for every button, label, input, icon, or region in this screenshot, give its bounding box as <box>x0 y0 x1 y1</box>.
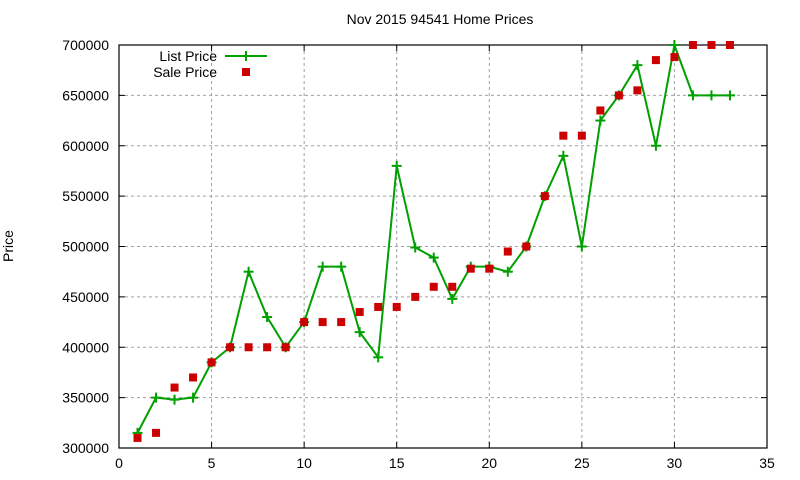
sale-price-marker <box>688 41 697 49</box>
y-tick-label: 600000 <box>62 138 109 154</box>
sale-price-marker <box>411 292 420 301</box>
y-tick-label: 300000 <box>62 440 109 456</box>
plot-frame <box>118 44 768 449</box>
sale-price-marker <box>337 318 346 327</box>
sale-price-marker <box>503 247 512 256</box>
sale-price-marker <box>189 373 198 382</box>
y-tick-label: 700000 <box>62 37 109 53</box>
sale-price-marker <box>725 41 734 49</box>
sale-price-marker <box>207 358 216 367</box>
sale-price-marker <box>559 131 568 140</box>
sale-price-marker <box>466 264 475 273</box>
legend-sale-marker <box>242 68 250 76</box>
sale-price-marker <box>300 318 309 327</box>
list-price-line <box>136 41 730 434</box>
sale-price-marker <box>244 343 253 352</box>
x-tick-label: 15 <box>389 455 405 471</box>
sale-price-marker <box>707 41 716 49</box>
y-tick-label: 500000 <box>62 239 109 255</box>
sale-price-marker <box>170 383 179 392</box>
sale-price-marker <box>355 307 364 316</box>
y-tick-label: 550000 <box>62 188 109 204</box>
sale-price-marker <box>485 264 494 273</box>
x-tick-label: 35 <box>759 455 775 471</box>
sale-price-marker <box>152 428 161 437</box>
y-tick-label: 350000 <box>62 390 109 406</box>
sale-price-marker <box>226 343 235 352</box>
y-tick-label: 650000 <box>62 87 109 103</box>
sale-price-marker <box>318 318 327 327</box>
sale-price-marker <box>392 302 401 311</box>
sale-price-marker <box>577 131 586 140</box>
sale-price-marker <box>596 106 605 115</box>
sale-price-marker <box>540 192 549 201</box>
legend-sale-label: Sale Price <box>153 64 217 80</box>
sale-price-marker <box>429 282 438 291</box>
chart-title: Nov 2015 94541 Home Prices <box>346 11 534 27</box>
x-tick-label: 20 <box>481 455 497 471</box>
sale-price-marker <box>522 242 531 251</box>
y-tick-label: 400000 <box>62 339 109 355</box>
sale-price-marker <box>633 86 642 95</box>
sale-price-marker <box>614 91 623 100</box>
x-tick-label: 0 <box>115 455 123 471</box>
sale-price-marker <box>263 343 272 352</box>
sale-price-marker <box>281 343 290 352</box>
sale-price-marker <box>670 53 679 62</box>
x-tick-label: 25 <box>574 455 590 471</box>
sale-price-marker <box>448 282 457 291</box>
legend-list-label: List Price <box>159 48 217 64</box>
x-tick-label: 5 <box>208 455 216 471</box>
x-tick-label: 10 <box>296 455 312 471</box>
sale-price-marker <box>133 433 142 442</box>
sale-price-marker <box>374 302 383 311</box>
x-tick-label: 30 <box>667 455 683 471</box>
y-tick-label: 450000 <box>62 289 109 305</box>
sale-price-marker <box>651 56 660 65</box>
